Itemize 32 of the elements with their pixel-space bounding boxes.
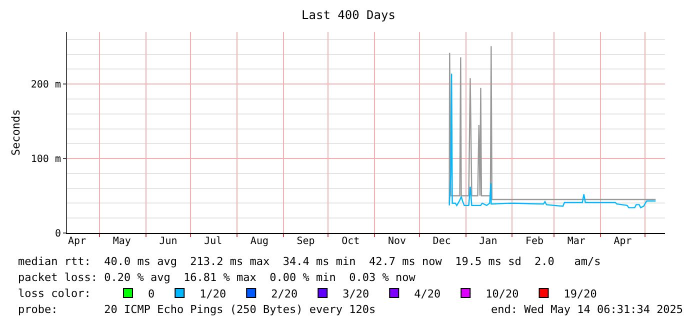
legend-label: 2/20	[271, 287, 298, 300]
x-tick-label: Jan	[479, 236, 498, 247]
x-tick-label: Dec	[432, 236, 451, 247]
text: loss color:	[18, 287, 91, 300]
legend-label: 19/20	[564, 287, 597, 300]
text: packet loss: 0.20 % avg 16.81 % max 0.00 % min 0.03 % now	[18, 271, 416, 284]
text: end: Wed May 14 06:31:34 2025	[491, 303, 684, 316]
x-tick-label: Apr	[68, 236, 86, 247]
x-tick-label: Aug	[250, 236, 268, 247]
chart-title: Last 400 Days	[302, 8, 396, 22]
x-tick-label: Oct	[342, 236, 360, 247]
x-tick-label: Jul	[204, 236, 222, 247]
legend-label: 10/20	[486, 287, 519, 300]
x-tick-label: Jun	[159, 236, 178, 247]
text: median rtt: 40.0 ms avg 213.2 ms max 34.4 ms min 42.7 ms now 19.5 ms sd 2.0 am/s	[18, 255, 601, 268]
y-tick-label: 0	[54, 228, 61, 240]
line-series	[448, 46, 656, 204]
x-tick-label: Sep	[296, 236, 315, 247]
legend-label: 0	[148, 287, 155, 300]
line-series	[448, 73, 656, 208]
y-tick-label: 200 m	[30, 80, 61, 91]
legend-label: 3/20	[342, 287, 370, 300]
x-tick-label: Feb	[526, 236, 544, 247]
x-tick-label: Nov	[388, 236, 406, 247]
x-tick-label: Mar	[567, 236, 586, 247]
y-axis-title: Seconds	[10, 109, 23, 156]
x-tick-label: May	[112, 236, 131, 247]
legend-label: 1/20	[200, 287, 226, 300]
legend-label: 4/20	[414, 287, 441, 300]
text: probe: 20 ICMP Echo Pings (250 Bytes) every 120s	[18, 303, 376, 316]
y-tick-label: 100 m	[30, 154, 61, 166]
x-tick-label: Apr	[614, 236, 632, 247]
